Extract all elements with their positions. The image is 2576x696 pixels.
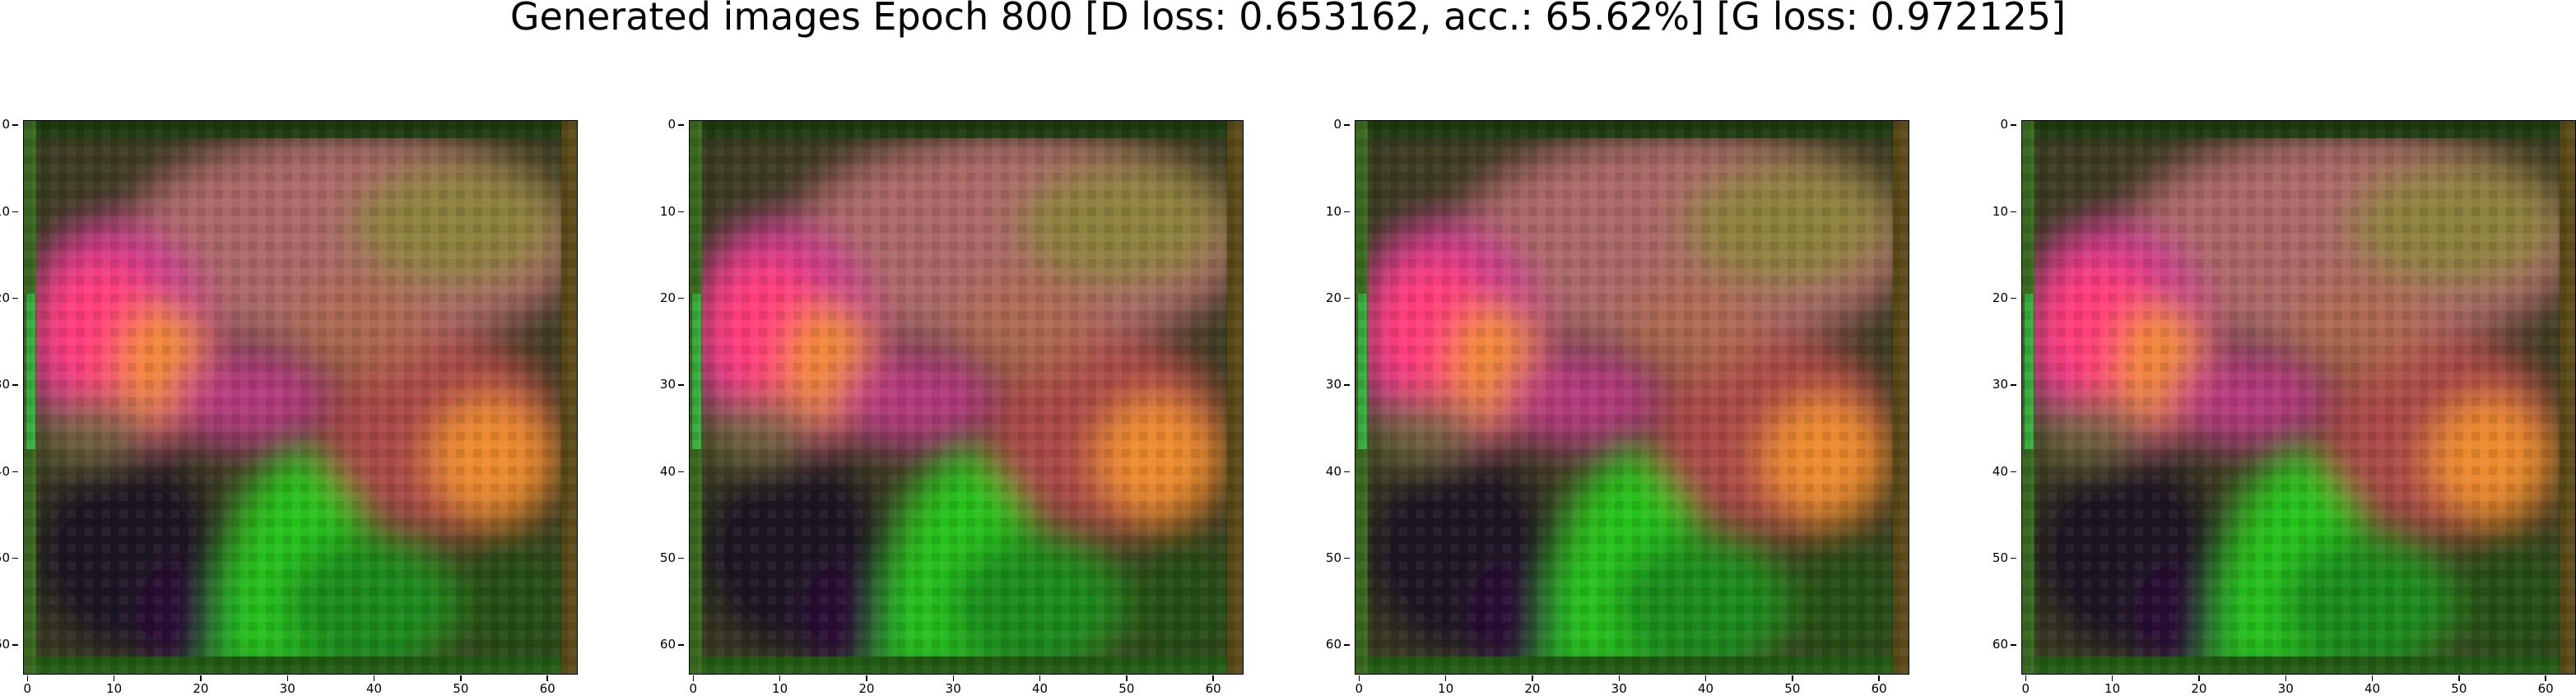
y-tick-label: 40 xyxy=(1983,465,2016,478)
y-tick-label: 40 xyxy=(1317,465,1350,478)
y-tick-label: 20 xyxy=(0,291,18,304)
y-tick-label: 50 xyxy=(0,551,18,564)
x-tick-label: 40 xyxy=(1024,675,1057,695)
y-tick-label: 20 xyxy=(1983,291,2016,304)
generated-image-pixels xyxy=(690,121,1243,674)
y-tick-label: 30 xyxy=(651,378,684,391)
x-tick-label: 60 xyxy=(2529,675,2562,695)
y-tick-label: 60 xyxy=(1983,638,2016,651)
y-tick-label: 0 xyxy=(651,118,684,131)
generated-image-2 xyxy=(689,120,1244,675)
x-tick-label: 30 xyxy=(271,675,304,695)
y-tick-label: 20 xyxy=(651,291,684,304)
y-tick-label: 0 xyxy=(1317,118,1350,131)
x-tick-label: 50 xyxy=(2443,675,2476,695)
y-tick-label: 50 xyxy=(1317,551,1350,564)
x-tick-label: 30 xyxy=(1602,675,1635,695)
x-tick-label: 0 xyxy=(11,675,44,695)
y-tick-label: 0 xyxy=(0,118,18,131)
x-tick-label: 20 xyxy=(1516,675,1549,695)
y-tick-label: 60 xyxy=(1317,638,1350,651)
x-tick-label: 10 xyxy=(764,675,797,695)
x-tick-label: 60 xyxy=(1862,675,1895,695)
generated-image-4 xyxy=(2021,120,2576,675)
y-tick-label: 0 xyxy=(1983,118,2016,131)
x-tick-label: 50 xyxy=(1776,675,1809,695)
x-tick-label: 40 xyxy=(2356,675,2389,695)
x-tick-label: 10 xyxy=(1430,675,1462,695)
y-tick-label: 20 xyxy=(1317,291,1350,304)
y-tick-label: 10 xyxy=(651,205,684,218)
y-tick-label: 40 xyxy=(0,465,18,478)
y-tick-label: 30 xyxy=(1317,378,1350,391)
x-tick-label: 20 xyxy=(850,675,883,695)
generated-image-1 xyxy=(23,120,578,675)
generated-image-pixels xyxy=(24,121,577,674)
x-tick-label: 50 xyxy=(1110,675,1143,695)
y-tick-label: 10 xyxy=(1983,205,2016,218)
figure-title: Generated images Epoch 800 [D loss: 0.65… xyxy=(509,0,2067,39)
y-tick-label: 30 xyxy=(0,378,18,391)
x-tick-label: 0 xyxy=(1342,675,1375,695)
x-tick-label: 50 xyxy=(444,675,477,695)
generated-image-3 xyxy=(1355,120,1909,675)
y-tick-label: 50 xyxy=(1983,551,2016,564)
y-tick-label: 50 xyxy=(651,551,684,564)
x-tick-label: 0 xyxy=(677,675,709,695)
y-tick-label: 30 xyxy=(1983,378,2016,391)
x-tick-label: 40 xyxy=(358,675,391,695)
x-tick-label: 30 xyxy=(2269,675,2302,695)
x-tick-label: 60 xyxy=(531,675,564,695)
y-tick-label: 10 xyxy=(0,205,18,218)
generated-image-pixels xyxy=(1355,121,1909,674)
y-tick-label: 10 xyxy=(1317,205,1350,218)
x-tick-label: 20 xyxy=(184,675,217,695)
x-tick-label: 10 xyxy=(98,675,131,695)
y-tick-label: 60 xyxy=(651,638,684,651)
generated-image-pixels xyxy=(2022,121,2575,674)
x-tick-label: 30 xyxy=(937,675,969,695)
x-tick-label: 40 xyxy=(1690,675,1723,695)
x-tick-label: 0 xyxy=(2009,675,2042,695)
y-tick-label: 40 xyxy=(651,465,684,478)
x-tick-label: 60 xyxy=(1197,675,1230,695)
x-tick-label: 20 xyxy=(2183,675,2216,695)
x-tick-label: 10 xyxy=(2096,675,2129,695)
y-tick-label: 60 xyxy=(0,638,18,651)
